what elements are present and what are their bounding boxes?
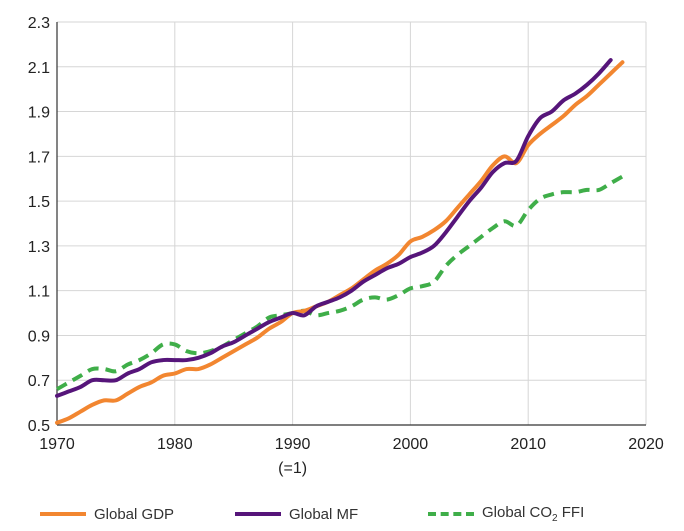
- y-tick-label: 1.9: [28, 105, 50, 122]
- legend-label-mf: Global MF: [289, 505, 359, 523]
- x-tick-label: 1970: [39, 436, 75, 453]
- series-layer: [55, 58, 625, 425]
- y-tick-label: 1.5: [28, 194, 50, 211]
- series-line-global-gdp: [55, 60, 625, 425]
- x-tick-label: 1990: [275, 436, 311, 453]
- y-tick-label: 1.7: [28, 149, 50, 166]
- legend-item-co2: Global CO2 FFI: [428, 502, 584, 526]
- line-chart: 0.5 0.7 0.9 1.1 1.3 1.5 1.7 1.9 2.1 2.3 1970 1980 19…: [28, 15, 664, 477]
- y-tick-label: 1.1: [28, 284, 50, 301]
- series-line-global-co2-ffi: [56, 174, 624, 391]
- legend-label-co2-sub: 2: [552, 513, 558, 524]
- x-annotation: (=1): [278, 460, 307, 477]
- y-tick-label: 0.9: [28, 328, 50, 345]
- y-tick-label: 1.3: [28, 239, 50, 256]
- legend-item-gdp: Global GDP: [40, 502, 174, 526]
- y-tick-label: 0.7: [28, 373, 50, 390]
- y-tick-label: 0.5: [28, 418, 50, 435]
- series-line-global-mf: [55, 58, 613, 398]
- tick-labels: 0.5 0.7 0.9 1.1 1.3 1.5 1.7 1.9 2.1 2.3 1970 1980 19…: [28, 15, 664, 477]
- x-tick-label: 2010: [510, 436, 546, 453]
- y-tick-label: 2.1: [28, 60, 50, 77]
- axes: [56, 22, 646, 426]
- legend-label-co2-main: Global CO: [482, 504, 553, 521]
- legend-swatch-co2: [428, 512, 474, 516]
- legend-label-gdp: Global GDP: [94, 505, 175, 523]
- x-tick-label: 2020: [628, 436, 664, 453]
- y-tick-label: 2.3: [28, 15, 50, 32]
- x-tick-label: 2000: [393, 436, 429, 453]
- legend-swatch-gdp: [40, 512, 86, 516]
- legend: Global GDP Global MF Global CO2 FFI: [40, 502, 680, 526]
- legend-swatch-mf: [235, 512, 281, 516]
- legend-label-co2: Global CO2 FFI: [482, 504, 584, 524]
- legend-label-co2-tail: FFI: [557, 504, 585, 521]
- x-tick-label: 1980: [157, 436, 193, 453]
- legend-item-mf: Global MF: [235, 502, 358, 526]
